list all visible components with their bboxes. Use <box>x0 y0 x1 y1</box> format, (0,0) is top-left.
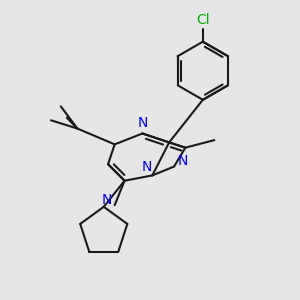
Text: N: N <box>102 193 112 207</box>
Text: N: N <box>178 154 188 168</box>
Text: N: N <box>137 116 148 130</box>
Text: N: N <box>142 160 152 174</box>
Text: Cl: Cl <box>196 13 210 27</box>
